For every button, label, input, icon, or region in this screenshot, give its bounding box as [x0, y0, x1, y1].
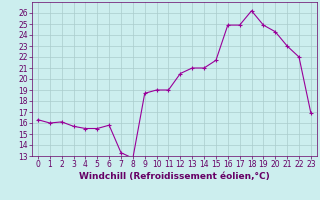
- X-axis label: Windchill (Refroidissement éolien,°C): Windchill (Refroidissement éolien,°C): [79, 172, 270, 181]
